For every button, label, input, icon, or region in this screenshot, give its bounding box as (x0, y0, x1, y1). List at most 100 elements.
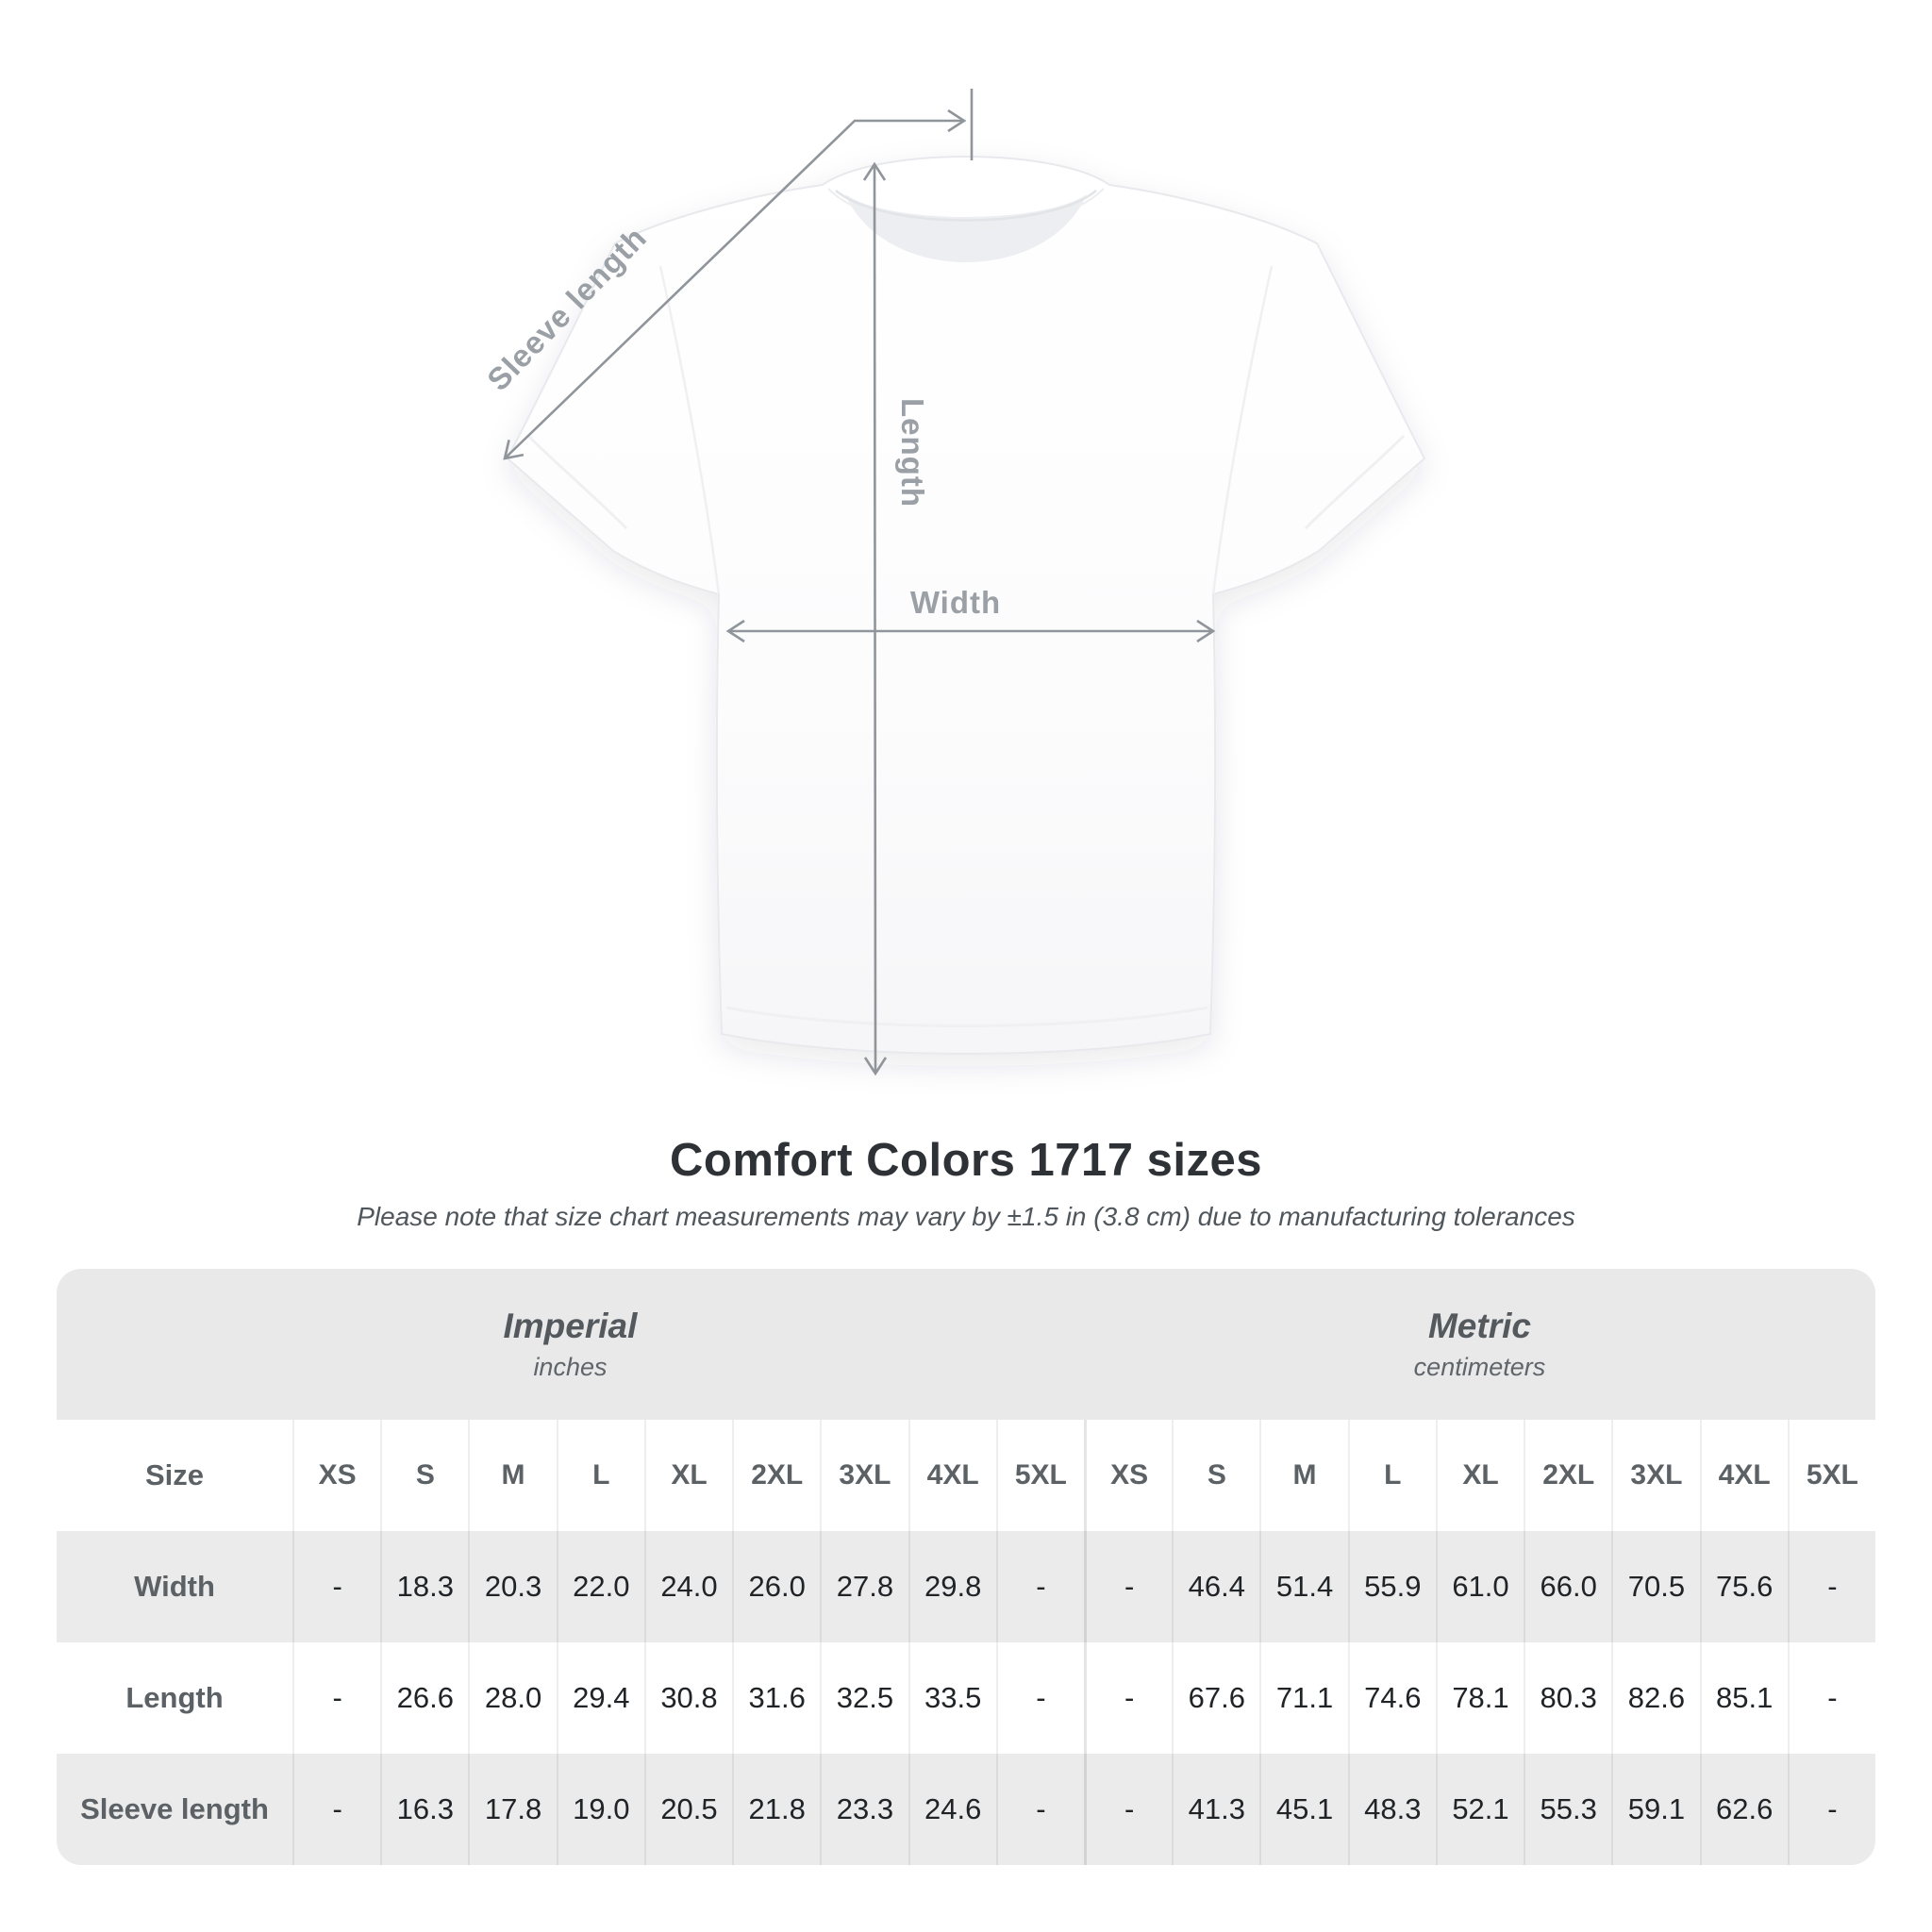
table-cell: 51.4 (1259, 1531, 1347, 1642)
table-cell: - (292, 1531, 380, 1642)
table-cell: - (292, 1754, 380, 1865)
table-cell: 24.0 (643, 1531, 732, 1642)
table-cell: 26.0 (732, 1531, 820, 1642)
table-cell: 74.6 (1347, 1642, 1436, 1754)
table-cell: - (995, 1754, 1084, 1865)
size-header-metric-xs: XS (1083, 1420, 1172, 1531)
table-cell: - (292, 1642, 380, 1754)
table-cell: 52.1 (1435, 1754, 1524, 1865)
table-cell: 82.6 (1611, 1642, 1699, 1754)
row-label: Length (125, 1681, 224, 1714)
table-cell: 17.8 (468, 1754, 556, 1865)
size-header-imperial-4xl: 4XL (908, 1420, 996, 1531)
table-row: Sleeve length -16.3 17.8 19.0 20.5 21.8 23.3 24… (57, 1754, 1875, 1865)
table-row: Length -26.6 28.0 29.4 30.8 31.6 32.5 33.5- -67.… (57, 1642, 1875, 1754)
size-header-metric-4xl: 4XL (1699, 1420, 1788, 1531)
table-cell: 55.9 (1347, 1531, 1436, 1642)
table-cell: 20.3 (468, 1531, 556, 1642)
table-cell: - (1787, 1754, 1875, 1865)
size-header-metric-5xl: 5XL (1787, 1420, 1875, 1531)
table-cell: 71.1 (1259, 1642, 1347, 1754)
size-header-imperial-m: M (468, 1420, 556, 1531)
hem-seam (725, 1006, 1208, 1027)
size-header-imperial-s: S (380, 1420, 468, 1531)
table-cell: 45.1 (1259, 1754, 1347, 1865)
metric-subtitle: centimeters (1413, 1353, 1546, 1381)
size-header-metric-l: L (1347, 1420, 1436, 1531)
right-cuff-seam (1304, 434, 1406, 530)
table-cell: - (1083, 1754, 1172, 1865)
size-header-metric-2xl: 2XL (1524, 1420, 1611, 1531)
size-header-metric-m: M (1259, 1420, 1347, 1531)
table-cell: 18.3 (380, 1531, 468, 1642)
size-header-imperial-xl: XL (643, 1420, 732, 1531)
unit-group-imperial: Imperial inches (57, 1269, 1084, 1420)
table-cell: 24.6 (908, 1754, 996, 1865)
table-cell: 32.5 (820, 1642, 908, 1754)
table-cell: 41.3 (1172, 1754, 1259, 1865)
size-column-header: Size (144, 1458, 205, 1491)
size-header-metric-3xl: 3XL (1611, 1420, 1699, 1531)
size-header-imperial-5xl: 5XL (995, 1420, 1084, 1531)
table-cell: 75.6 (1699, 1531, 1788, 1642)
table-cell: 29.4 (556, 1642, 644, 1754)
width-label: Width (910, 585, 1001, 620)
length-label: Length (895, 398, 930, 508)
table-cell: 19.0 (556, 1754, 644, 1865)
table-cell: 70.5 (1611, 1531, 1699, 1642)
tshirt-measurement-diagram: Sleeve length Length Width (480, 89, 1426, 1076)
right-sleeve-seam (1211, 265, 1274, 595)
length-arrow (862, 161, 888, 1076)
table-cell: 67.6 (1172, 1642, 1259, 1754)
table-cell: - (995, 1531, 1084, 1642)
imperial-title: Imperial (503, 1307, 638, 1345)
size-header-imperial-2xl: 2XL (732, 1420, 820, 1531)
size-header-imperial-xs: XS (292, 1420, 380, 1531)
table-cell: 55.3 (1524, 1754, 1611, 1865)
table-cell: 61.0 (1435, 1531, 1524, 1642)
table-cell: 80.3 (1524, 1642, 1611, 1754)
unit-header-band: Imperial inches Metric centimeters (57, 1269, 1875, 1420)
imperial-subtitle: inches (533, 1353, 608, 1381)
table-cell: 29.8 (908, 1531, 996, 1642)
table-cell: - (1083, 1531, 1172, 1642)
table-cell: 26.6 (380, 1642, 468, 1754)
table-cell: 59.1 (1611, 1754, 1699, 1865)
size-table-grid: Size XS S M L XL 2XL 3XL 4XL 5XL XS S M L XL 2XL 3XL 4XL 5… (57, 1420, 1875, 1865)
table-cell: 62.6 (1699, 1754, 1788, 1865)
table-row: Width -18.3 20.3 22.0 24.0 26.0 27.8 29.8- -46.4… (57, 1531, 1875, 1642)
table-cell: 22.0 (556, 1531, 644, 1642)
metric-title: Metric (1427, 1307, 1531, 1345)
unit-group-metric: Metric centimeters (1084, 1269, 1875, 1420)
row-label: Width (134, 1570, 215, 1603)
table-cell: - (1787, 1642, 1875, 1754)
table-cell: - (1787, 1531, 1875, 1642)
sleeve-length-arrow (503, 108, 967, 460)
size-header-imperial-l: L (556, 1420, 644, 1531)
table-cell: 48.3 (1347, 1754, 1436, 1865)
measurement-annotations (503, 89, 1216, 1076)
size-header-metric-s: S (1172, 1420, 1259, 1531)
table-cell: 23.3 (820, 1754, 908, 1865)
table-cell: 33.5 (908, 1642, 996, 1754)
size-header-row: Size XS S M L XL 2XL 3XL 4XL 5XL XS S M L XL 2XL 3XL 4XL 5… (57, 1420, 1875, 1531)
page-title: Comfort Colors 1717 sizes (670, 1135, 1262, 1186)
page-subtitle: Please note that size chart measurements… (357, 1202, 1575, 1231)
row-label: Sleeve length (80, 1792, 269, 1825)
size-header-imperial-3xl: 3XL (820, 1420, 908, 1531)
table-cell: 20.5 (643, 1754, 732, 1865)
size-table: Imperial inches Metric centimeters Size X… (57, 1269, 1875, 1865)
table-cell: 78.1 (1435, 1642, 1524, 1754)
table-cell: - (995, 1642, 1084, 1754)
table-cell: 16.3 (380, 1754, 468, 1865)
table-cell: 27.8 (820, 1531, 908, 1642)
table-cell: 21.8 (732, 1754, 820, 1865)
table-cell: 85.1 (1699, 1642, 1788, 1754)
size-header-metric-xl: XL (1435, 1420, 1524, 1531)
table-cell: 46.4 (1172, 1531, 1259, 1642)
table-cell: 66.0 (1524, 1531, 1611, 1642)
table-cell: 31.6 (732, 1642, 820, 1754)
table-cell: 30.8 (643, 1642, 732, 1754)
table-cell: 28.0 (468, 1642, 556, 1754)
